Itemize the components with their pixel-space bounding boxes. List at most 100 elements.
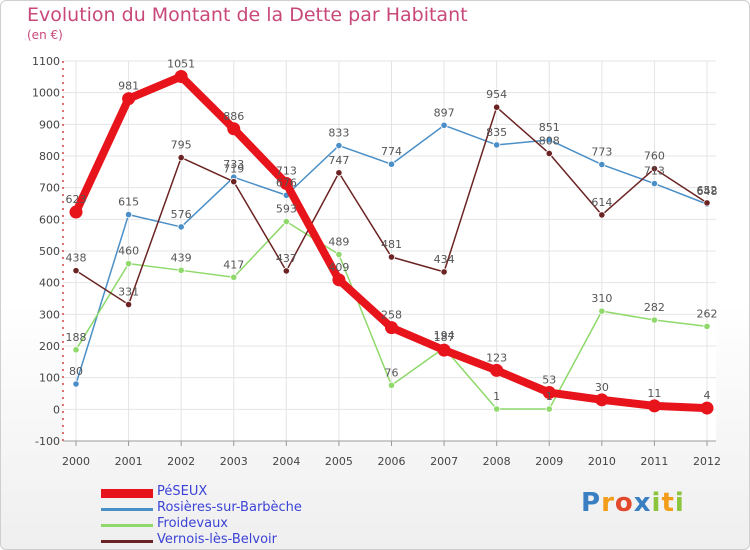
x-tick-label: 2000 [62,455,90,468]
data-point [647,399,661,413]
logo-letter: o [614,488,634,518]
data-point [437,343,451,357]
legend-swatch [101,508,153,511]
x-tick-label: 2003 [220,455,248,468]
data-label: 53 [542,374,556,387]
data-label: 417 [223,258,244,271]
data-label: 615 [118,196,139,209]
data-point [493,141,501,149]
data-point [124,210,133,219]
legend-label: Vernois-lès-Belvoir [157,532,278,547]
data-point [650,165,659,173]
data-point [545,405,553,413]
data-point [335,250,343,259]
data-point [387,253,396,261]
data-label: 773 [591,146,612,159]
data-point [177,223,185,231]
data-label: 833 [328,127,349,140]
data-point [545,136,553,144]
y-tick-label: 300 [39,308,60,321]
data-point [230,273,238,281]
logo-letter: i [674,488,685,518]
data-point [440,121,448,129]
data-label: 1 [546,390,553,403]
x-tick-label: 2011 [640,455,668,468]
data-label: 1 [493,390,500,403]
data-point [493,405,501,413]
data-point [174,70,188,84]
data-label: 331 [118,286,139,299]
data-label: 282 [644,301,665,314]
data-label: 439 [171,251,192,264]
legend-label: Rosières-sur-Barbèche [157,500,302,515]
data-point [440,268,448,276]
data-label: 262 [697,307,718,320]
x-tick-label: 2002 [167,455,195,468]
y-tick-label: 1000 [32,87,60,100]
y-tick-label: 600 [39,213,60,226]
data-label: 760 [644,150,665,163]
legend-label: Froidevaux [157,516,228,531]
data-point [335,169,343,177]
data-label: 188 [66,331,87,344]
data-point [595,393,609,407]
data-label: 80 [69,365,83,378]
y-tick-label: 400 [39,277,60,290]
data-label: 187 [434,331,455,344]
logo-letter: P [581,488,602,518]
y-tick-label: 700 [39,182,60,195]
y-tick-label: 100 [39,372,60,385]
data-point [124,300,133,309]
data-label: 897 [434,106,455,119]
data-label: 460 [118,245,139,258]
legend-label: PéSEUX [157,484,208,499]
y-tick-label: 900 [39,118,60,131]
data-label: 4 [704,389,711,402]
data-point [279,177,293,191]
data-point [387,160,396,168]
data-label: 774 [381,145,402,158]
chart-subtitle: (en €) [27,28,63,42]
data-label: 123 [486,351,507,364]
data-label: 808 [539,134,560,147]
y-tick-label: 200 [39,340,60,353]
data-label: 1051 [167,58,195,71]
data-label: 719 [223,163,244,176]
data-point [282,217,290,226]
data-point [69,205,83,219]
x-tick-label: 2006 [378,455,406,468]
data-point [542,386,556,400]
logo-letter: t [661,488,675,518]
data-point [703,322,711,330]
data-point [177,266,185,274]
x-tick-label: 2001 [115,455,143,468]
data-label: 623 [66,193,87,206]
data-label: 489 [328,235,349,248]
data-point [650,179,659,188]
data-label: 438 [66,252,87,265]
data-label: 835 [486,126,507,139]
chart-title: Evolution du Montant de la Dette par Hab… [27,4,468,26]
data-label: 434 [434,253,455,266]
data-label: 409 [328,261,349,274]
data-point [227,122,241,136]
x-tick-label: 2004 [272,455,300,468]
y-tick-label: 1100 [32,55,60,68]
data-point [72,267,80,275]
logo-letter: r [601,488,615,518]
data-label: 258 [381,309,402,322]
data-label: 11 [647,387,661,400]
data-label: 437 [276,252,297,265]
data-label: 795 [171,139,192,152]
y-tick-label: 500 [39,245,60,258]
data-point [72,346,80,354]
x-tick-label: 2009 [535,455,563,468]
data-point [385,321,398,335]
data-label: 576 [171,208,192,221]
data-label: 481 [381,238,402,251]
x-tick-label: 2010 [588,455,616,468]
data-point [490,363,504,377]
data-label: 194 [434,329,455,342]
data-point [230,178,238,186]
data-point [72,380,80,388]
